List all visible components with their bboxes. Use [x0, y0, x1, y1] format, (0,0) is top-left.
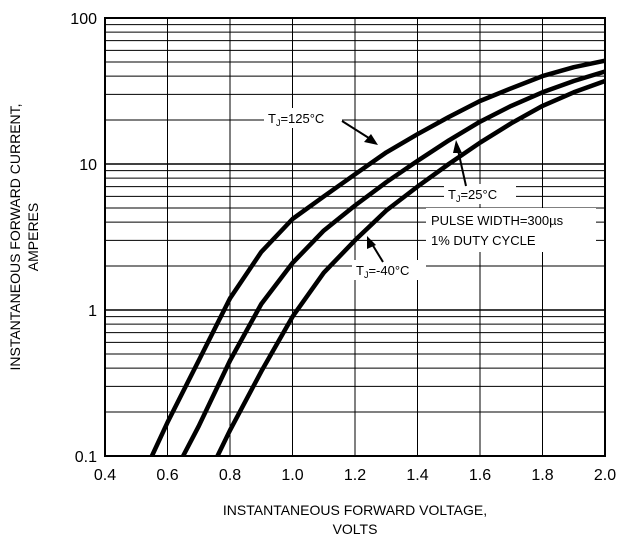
y-tick-label: 0.1 [75, 449, 97, 466]
duty-cycle-text: 1% DUTY CYCLE [431, 233, 536, 248]
y-axis-title-line-2: AMPERES [25, 203, 41, 271]
series-curve-0 [149, 58, 606, 457]
x-tick-label: 1.8 [531, 467, 553, 484]
svg-text:TJ=125°C: TJ=125°C [268, 111, 324, 128]
y-tick-label: 10 [79, 157, 97, 174]
pulse-annotation-box [426, 208, 596, 252]
x-axis-title-line-2: VOLTS [333, 521, 378, 537]
y-tick-labels: 0.1 1 10 100 [70, 11, 97, 466]
plot-frame [104, 17, 606, 457]
x-tick-label: 0.4 [94, 467, 116, 484]
svg-text:TJ=25°C: TJ=25°C [448, 187, 497, 204]
series-label-25: TJ=25°C [444, 140, 516, 204]
x-tick-label: 1.6 [469, 467, 491, 484]
x-tick-label: 2.0 [594, 467, 616, 484]
x-tick-label: 1.4 [406, 467, 428, 484]
y-tick-label: 100 [70, 11, 97, 28]
x-tick-labels: 0.4 0.6 0.8 1.0 1.2 1.4 1.6 1.8 2.0 [94, 467, 616, 484]
y-tick-label: 1 [88, 303, 97, 320]
series-curve-1 [181, 69, 606, 458]
svg-text:TJ=-40°C: TJ=-40°C [356, 263, 409, 280]
x-tick-label: 0.8 [219, 467, 241, 484]
series-label-125: TJ=125°C [264, 108, 378, 145]
x-tick-label: 1.0 [281, 467, 303, 484]
x-tick-label: 1.2 [344, 467, 366, 484]
pulse-width-text: PULSE WIDTH=300µs [431, 213, 564, 228]
y-axis-title-line-1: INSTANTANEOUS FORWARD CURRENT, [7, 103, 23, 370]
series-curve-2 [215, 78, 606, 457]
x-axis-title-line-1: INSTANTANEOUS FORWARD VOLTAGE, [223, 502, 487, 518]
x-tick-label: 0.6 [156, 467, 178, 484]
series-curves [149, 58, 606, 458]
series-label-minus40: TJ=-40°C [352, 236, 426, 280]
